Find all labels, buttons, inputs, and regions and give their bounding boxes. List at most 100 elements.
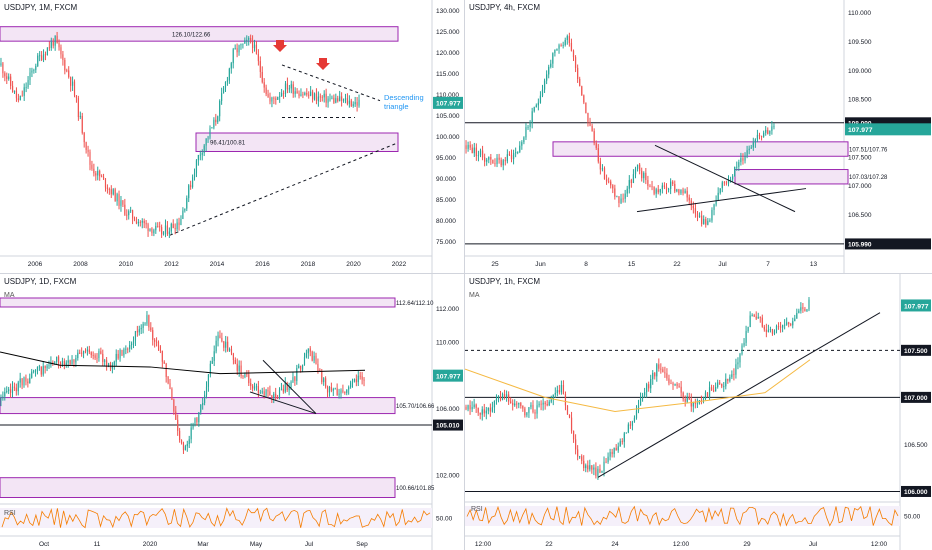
candle-body <box>562 385 565 395</box>
candle-body <box>305 353 307 358</box>
monthly-chart-panel[interactable]: 130.000 125.000 120.000 115.000 110.000 105.0… <box>0 0 464 273</box>
candle-body <box>315 355 317 365</box>
candle-body <box>614 188 616 197</box>
level-price-tag <box>901 485 931 497</box>
candle-body <box>777 325 780 327</box>
candle-body <box>536 405 538 414</box>
candle-body <box>357 375 359 383</box>
supply-demand-zone <box>195 132 399 152</box>
candle-body <box>739 354 741 363</box>
zone-label: 96.41/100.81 <box>210 141 246 147</box>
daily-chart-svg[interactable]: 112.000 110.000 106.000 102.000 Oct 11 2020 Mar… <box>0 274 464 550</box>
candle-body <box>4 73 6 77</box>
candle-body <box>311 351 313 361</box>
candle-body <box>701 215 703 225</box>
candle-body <box>70 77 72 86</box>
candle-body <box>546 404 548 406</box>
candle-body <box>232 353 234 361</box>
x-tick-label: 13 <box>810 261 818 268</box>
candle-body <box>788 322 790 325</box>
h4-chart-svg[interactable]: 110.000 109.500 109.000 108.500 107.500 107.0… <box>465 0 932 273</box>
candle-body <box>180 218 182 226</box>
candle-body <box>157 225 159 227</box>
candle-body <box>205 138 207 146</box>
candle-body <box>170 223 172 232</box>
candle-body <box>205 386 208 395</box>
candle-body <box>603 461 605 471</box>
candle-body <box>73 81 76 96</box>
y-tick-label: 108.500 <box>848 97 872 104</box>
candle-body <box>758 135 761 137</box>
candle-body <box>512 153 515 160</box>
candle-body <box>767 329 770 333</box>
h1-rsi-label: RSI <box>471 506 483 513</box>
candle-body <box>564 39 566 45</box>
candle-body <box>469 405 471 410</box>
candle-body <box>655 189 657 194</box>
candle-body <box>242 376 244 377</box>
candle-body <box>225 341 227 348</box>
candle-body <box>13 90 16 93</box>
candle-body <box>252 40 254 49</box>
candle-body <box>634 168 637 175</box>
red-arrow-marker <box>273 40 287 52</box>
h1-chart-svg[interactable]: 108.000107.500107.000106.50012:00222412:… <box>465 274 932 550</box>
candle-body <box>340 390 342 394</box>
candle-body <box>710 387 713 391</box>
candle-body <box>769 329 772 330</box>
candle-body <box>37 55 39 66</box>
candle-body <box>790 324 792 326</box>
candle-body <box>743 342 745 346</box>
candle-body <box>186 198 188 209</box>
candle-body <box>132 340 135 344</box>
candle-body <box>331 97 333 99</box>
candle-body <box>694 402 696 404</box>
candle-body <box>278 389 281 399</box>
candle-body <box>48 47 50 49</box>
candle-body <box>595 143 597 149</box>
candle-body <box>36 367 39 371</box>
candle-body <box>715 200 717 205</box>
daily-chart-panel[interactable]: 112.000 110.000 106.000 102.000 Oct 11 2020 Mar… <box>0 274 464 550</box>
candle-body <box>498 157 500 160</box>
candle-body <box>649 185 651 187</box>
candle-body <box>8 76 10 79</box>
monthly-chart-svg[interactable]: 130.000 125.000 120.000 115.000 110.000 105.0… <box>0 0 464 273</box>
candle-body <box>213 351 215 362</box>
h1-chart-panel[interactable]: 108.000107.500107.000106.50012:00222412:… <box>465 274 932 550</box>
candle-body <box>503 394 506 397</box>
candle-body <box>114 189 116 202</box>
candle-body <box>494 163 496 165</box>
candle-body <box>524 408 526 416</box>
candle-body <box>696 213 699 218</box>
candle-body <box>273 393 275 399</box>
candle-body <box>215 119 217 123</box>
candle-body <box>680 189 682 194</box>
h1-ma-label: MA <box>469 292 480 299</box>
rsi-band <box>0 508 432 528</box>
candle-body <box>709 220 711 222</box>
moving-average-line <box>465 359 811 413</box>
y-tick-label: 110.000 <box>848 10 871 17</box>
candle-body <box>321 96 323 98</box>
candle-body <box>60 47 62 55</box>
candle-body <box>332 389 334 391</box>
candle-body <box>583 460 585 469</box>
candle-body <box>668 378 670 384</box>
y-tick-label: 75.000 <box>436 239 456 246</box>
candle-body <box>719 382 721 384</box>
candle-body <box>696 403 698 405</box>
candle-body <box>75 95 78 99</box>
candle-body <box>155 225 157 231</box>
candle-body <box>8 389 10 392</box>
candle-body <box>250 383 252 386</box>
candle-body <box>161 227 163 235</box>
rsi-line <box>1 507 431 529</box>
y-tick-label: 110.000 <box>436 92 459 99</box>
candle-body <box>248 37 250 40</box>
candle-body <box>628 180 630 189</box>
candle-body <box>27 80 29 88</box>
candle-body <box>481 150 484 158</box>
candle-body <box>88 349 90 353</box>
h4-chart-panel[interactable]: 110.000 109.500 109.000 108.500 107.500 107.0… <box>465 0 932 273</box>
